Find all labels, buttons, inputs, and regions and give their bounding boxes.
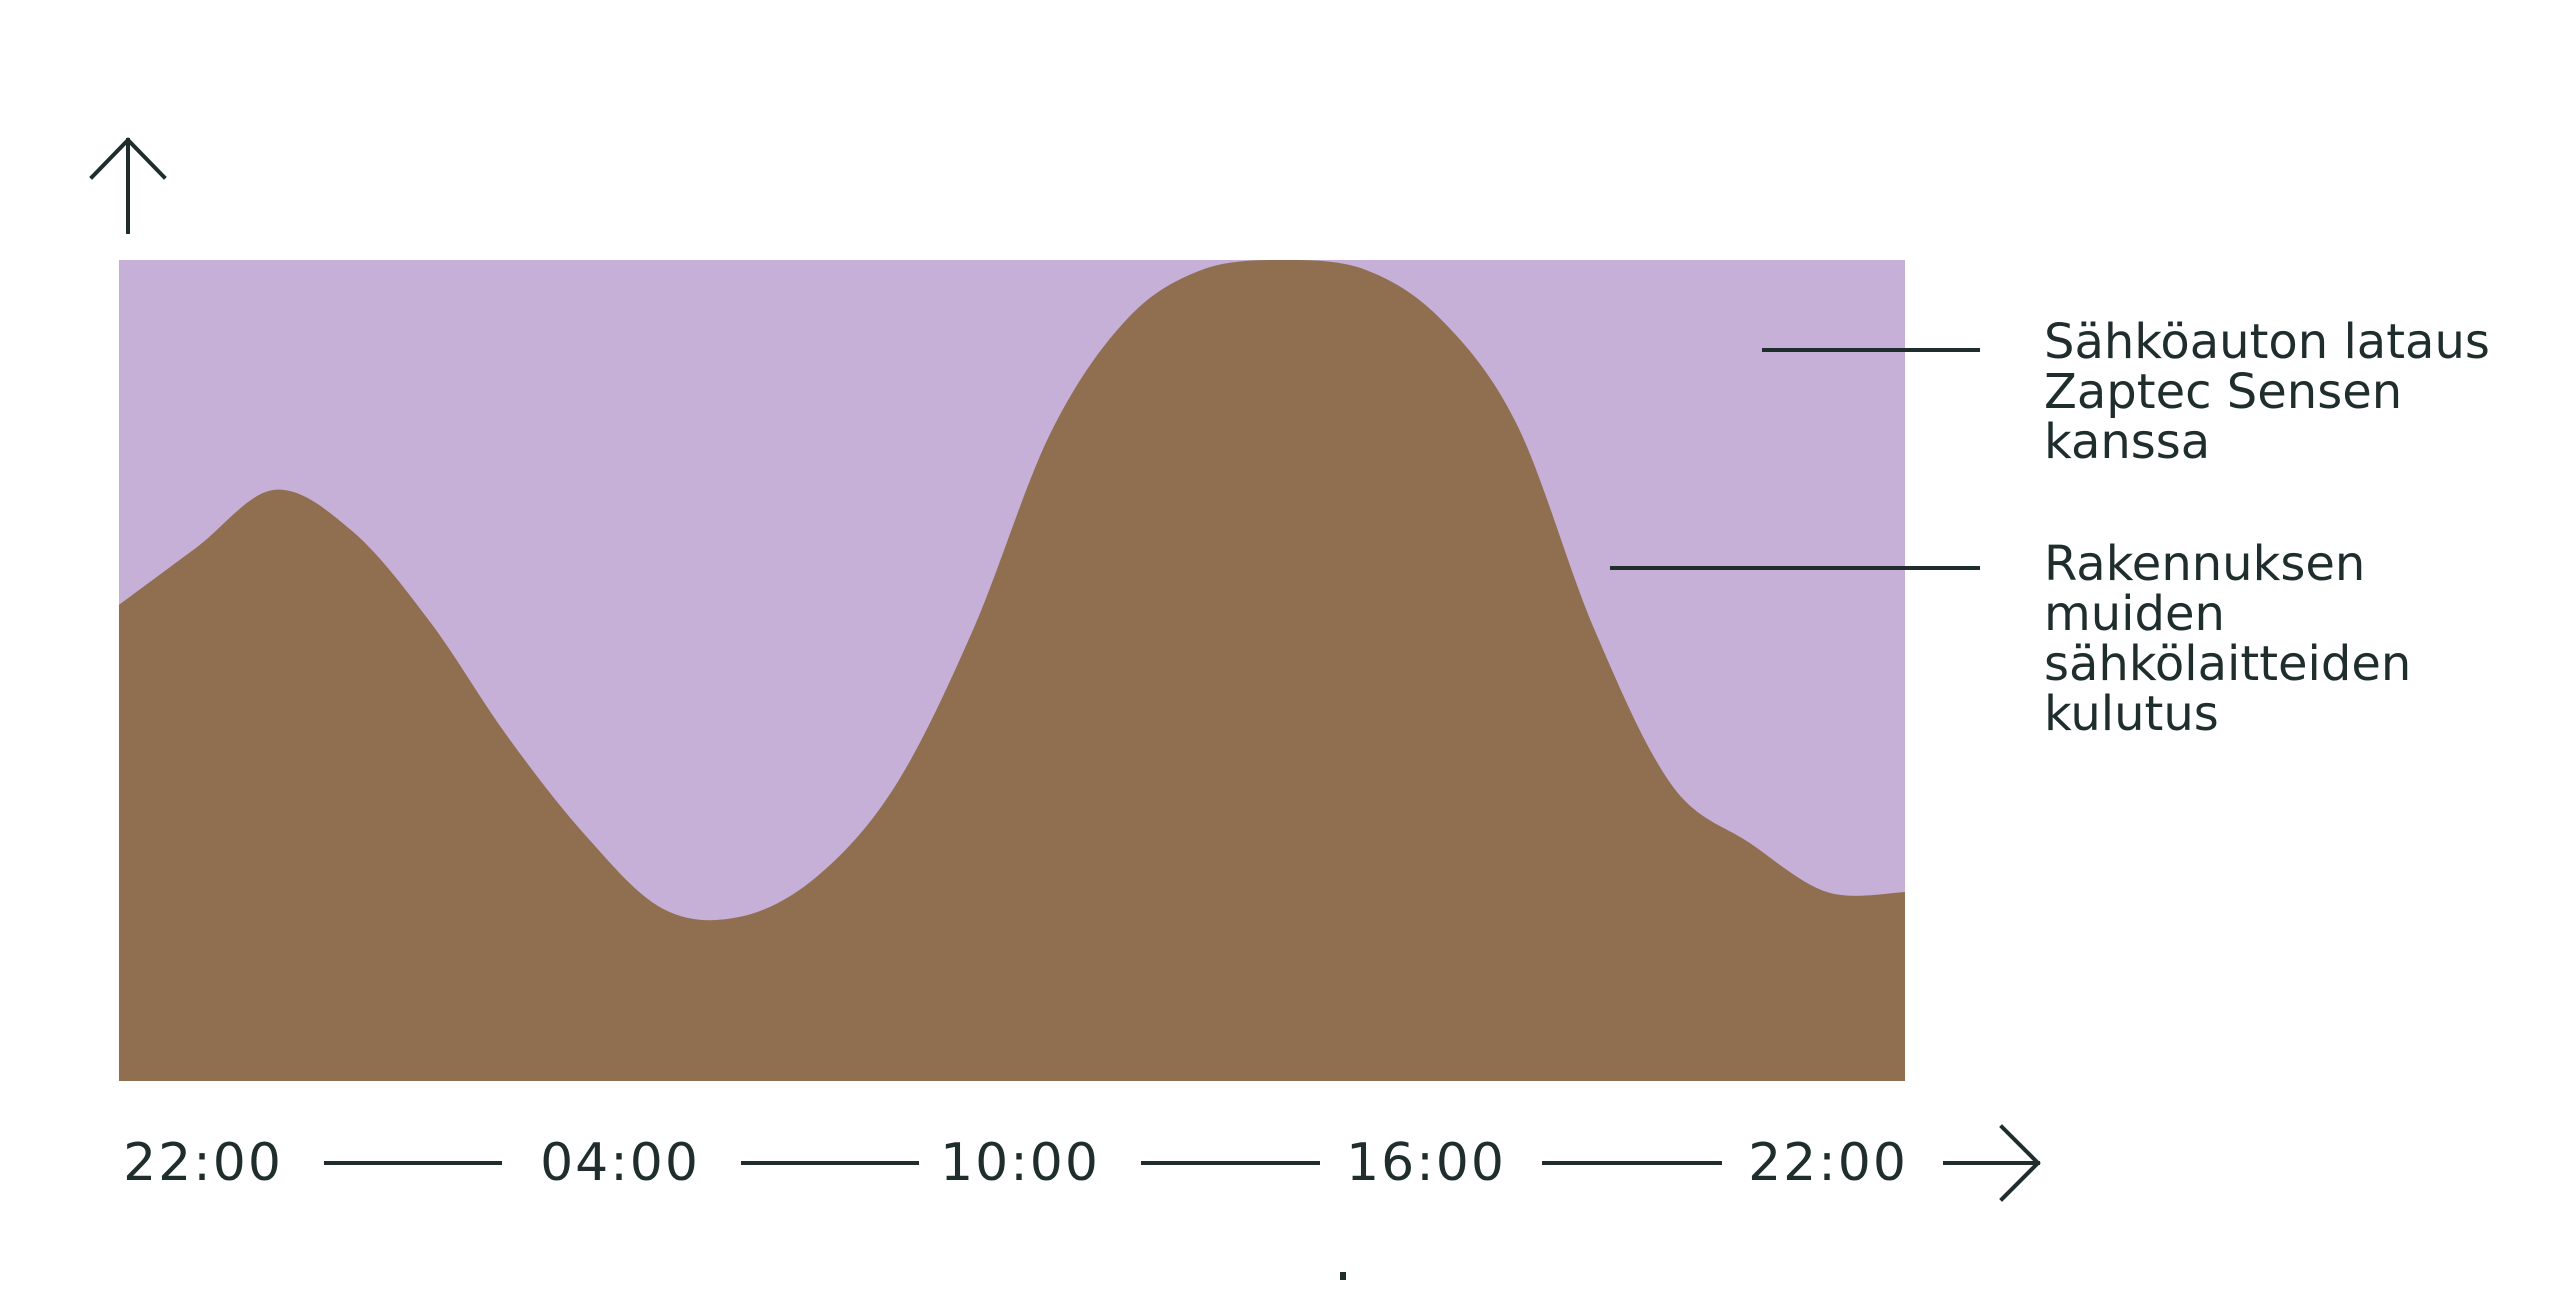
x-tick-label: 10:00 bbox=[940, 1133, 1100, 1193]
plot-area bbox=[119, 260, 1905, 1081]
x-tick-label: 16:00 bbox=[1346, 1133, 1506, 1193]
legend-label-rakennuksen-kulutus-line-2: muiden bbox=[2044, 586, 2225, 642]
arrow-up-icon bbox=[89, 137, 167, 234]
legend-label-rakennuksen-kulutus-line-1: Rakennuksen bbox=[2044, 536, 2365, 592]
legend-label-sahkoauton-lataus-line-2: Zaptec Sensen bbox=[2044, 364, 2402, 420]
legend-label-rakennuksen-kulutus-line-3: sähkölaitteiden bbox=[2044, 636, 2411, 692]
legend-label-sahkoauton-lataus-line-3: kanssa bbox=[2044, 414, 2210, 470]
x-tick-label: 04:00 bbox=[540, 1133, 700, 1193]
footer-dot bbox=[1340, 1272, 1346, 1280]
x-tick-label: 22:00 bbox=[123, 1133, 283, 1193]
legend-label-sahkoauton-lataus-line-1: Sähköauton lataus bbox=[2044, 314, 2490, 370]
x-tick-label: 22:00 bbox=[1748, 1133, 1908, 1193]
legend-label-rakennuksen-kulutus-line-4: kulutus bbox=[2044, 686, 2219, 742]
y-axis-arrow-up-icon bbox=[89, 137, 167, 234]
legend: Sähköauton lataus Zaptec Sensen kanssa R… bbox=[1610, 314, 2490, 742]
x-axis: 22:00 04:00 10:00 16:00 22:00 bbox=[123, 1124, 2041, 1202]
arrow-right-icon bbox=[1943, 1124, 2041, 1202]
area-rakennuksen-kulutus bbox=[119, 260, 1905, 1081]
